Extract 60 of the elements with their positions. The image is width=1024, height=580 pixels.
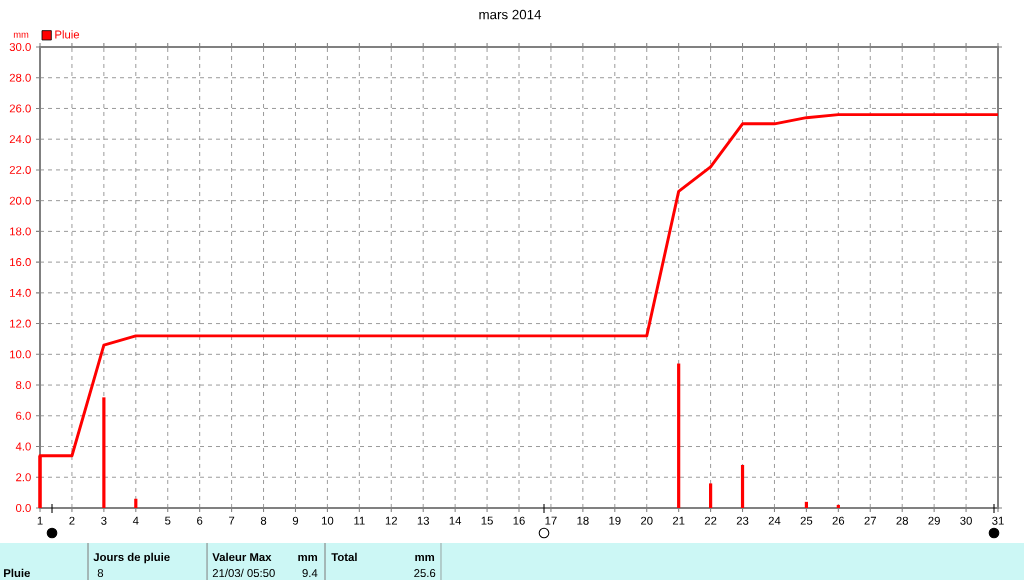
x-tick-label: 1 xyxy=(37,516,43,525)
y-tick-label: 10.0 xyxy=(10,350,31,359)
text: 9.4 xyxy=(302,569,318,578)
x-tick-label: 26 xyxy=(832,516,845,525)
legend-label: Pluie xyxy=(55,30,80,39)
text: Pluie xyxy=(4,568,30,578)
y-tick-label: 20.0 xyxy=(9,196,31,205)
y-tick-label: 28.0 xyxy=(9,73,31,82)
chart-title: mars 2014 xyxy=(479,9,542,20)
x-tick-label: 23 xyxy=(736,516,749,525)
x-tick-label: 13 xyxy=(417,516,430,525)
x-tick-label: 25 xyxy=(800,516,813,525)
x-tick-label: 14 xyxy=(449,516,462,525)
x-tick-label: 8 xyxy=(260,516,267,525)
x-tick-label: 9 xyxy=(292,516,299,525)
x-tick-label: 19 xyxy=(609,516,621,525)
x-tick-label: 11 xyxy=(354,516,365,525)
x-tick-label: 3 xyxy=(101,516,107,525)
x-tick-label: 4 xyxy=(132,516,139,525)
text: Jours de pluie xyxy=(93,552,170,564)
x-tick-label: 29 xyxy=(928,516,940,525)
text: 8 xyxy=(97,569,104,578)
x-tick-label: 31 xyxy=(992,516,1004,525)
x-tick-label: 15 xyxy=(481,516,493,525)
x-tick-label: 30 xyxy=(960,516,972,525)
x-tick-label: 7 xyxy=(229,516,235,525)
x-tick-label: 22 xyxy=(704,516,717,525)
text: Total xyxy=(331,552,357,562)
y-tick-label: 8.0 xyxy=(16,381,31,390)
text: 21/03/ 05:50 xyxy=(212,568,275,578)
y-tick-label: 26.0 xyxy=(9,104,31,113)
text: Valeur Max xyxy=(212,552,272,562)
x-tick-label: 5 xyxy=(165,516,171,525)
y-tick-label: 30.0 xyxy=(9,42,31,51)
y-tick-label: 16.0 xyxy=(10,258,31,267)
x-tick-label: 17 xyxy=(545,516,557,525)
x-tick-label: 12 xyxy=(385,516,397,525)
y-axis-title: mm xyxy=(13,32,29,38)
x-tick-label: 16 xyxy=(513,516,525,525)
y-tick-label: 12.0 xyxy=(10,319,31,328)
text: 25.6 xyxy=(414,569,436,578)
x-tick-label: 18 xyxy=(577,516,589,525)
x-tick-label: 2 xyxy=(69,516,75,525)
x-tick-label: 21 xyxy=(672,516,685,525)
y-tick-label: 24.0 xyxy=(9,135,31,144)
y-tick-label: 14.0 xyxy=(10,288,31,297)
y-tick-label: 22.0 xyxy=(9,165,31,174)
x-tick-label: 6 xyxy=(197,516,203,525)
text: mm xyxy=(415,554,435,561)
x-tick-label: 10 xyxy=(321,516,334,525)
x-tick-label: 27 xyxy=(864,516,876,525)
x-tick-label: 24 xyxy=(768,516,781,525)
y-tick-label: 4.0 xyxy=(15,442,31,451)
text: mm xyxy=(298,554,318,561)
x-tick-label: 28 xyxy=(896,516,909,525)
y-tick-label: 6.0 xyxy=(16,411,31,420)
x-tick-label: 20 xyxy=(641,516,653,525)
y-tick-label: 0.0 xyxy=(15,503,31,512)
y-tick-label: 18.0 xyxy=(10,227,31,236)
y-tick-label: 2.0 xyxy=(16,473,31,482)
